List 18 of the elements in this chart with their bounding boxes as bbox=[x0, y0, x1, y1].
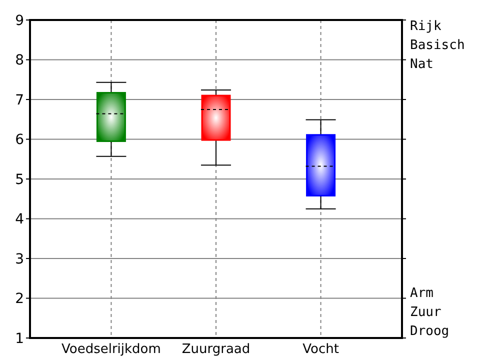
y-tick-label: 9 bbox=[15, 12, 24, 29]
text: Rijk bbox=[410, 19, 442, 34]
text: Arm bbox=[410, 286, 434, 301]
text: Basisch bbox=[410, 38, 465, 53]
x-tick-label: Voedselrijkdom bbox=[61, 342, 161, 357]
y-tick-label: 6 bbox=[15, 132, 24, 148]
y-tick-label: 1 bbox=[15, 330, 24, 347]
y-tick-label: 8 bbox=[15, 52, 24, 69]
y-tick-label: 2 bbox=[15, 291, 24, 308]
text: Droog bbox=[410, 324, 450, 339]
x-tick-label: Zuurgraad bbox=[182, 342, 250, 357]
y-tick-label: 5 bbox=[15, 172, 24, 188]
y-tick-label: 7 bbox=[15, 92, 24, 108]
text: Zuur bbox=[410, 305, 442, 320]
text: Nat bbox=[410, 57, 434, 72]
x-tick-label: Vocht bbox=[302, 342, 339, 357]
y-tick-label: 3 bbox=[15, 251, 24, 268]
y-tick-label: 4 bbox=[15, 212, 24, 228]
